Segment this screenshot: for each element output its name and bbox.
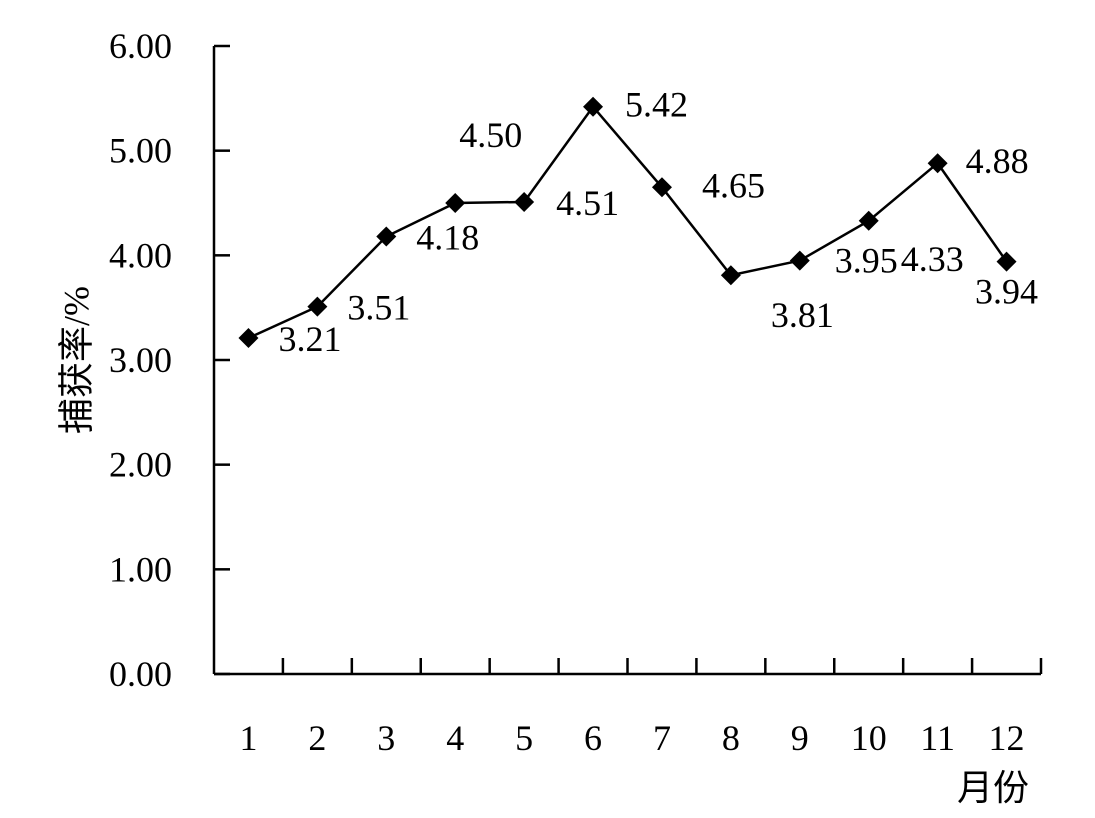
data-point-marker [858,210,879,231]
data-label: 3.51 [347,288,410,328]
data-point-marker [583,96,604,117]
data-label: 4.18 [416,217,479,257]
y-tick-label: 6.00 [109,26,172,66]
data-label: 3.94 [975,272,1038,312]
y-tick-label: 0.00 [109,654,172,694]
x-tick-label: 3 [377,718,395,758]
y-tick-label: 3.00 [109,340,172,380]
x-tick-label: 7 [653,718,671,758]
data-point-marker [651,177,672,198]
data-label: 4.65 [702,165,765,205]
y-axis-title: 捕获率/% [56,286,96,434]
data-label: 3.21 [278,319,341,359]
x-tick-label: 11 [920,718,955,758]
tick-labels: 0.001.002.003.004.005.006.001 2 3 4 5 6 7 8 9 10 1… [109,26,1025,758]
y-tick-label: 2.00 [109,445,172,485]
data-point-marker [376,226,397,247]
data-label: 3.95 [835,241,898,281]
data-label: 4.51 [556,183,619,223]
data-label: 5.42 [625,85,688,125]
data-label: 4.50 [459,115,522,155]
x-tick-label: 10 [851,718,887,758]
y-tick-label: 5.00 [109,131,172,171]
x-tick-label: 5 [515,718,533,758]
x-tick-label: 8 [722,718,740,758]
data-point-marker [996,251,1017,272]
x-tick-label: 6 [584,718,602,758]
x-tick-label: 2 [308,718,326,758]
data-point-marker [514,191,535,212]
series-line [247,104,1008,340]
x-axis-title: 月份 [957,768,1029,808]
axes [212,44,1043,676]
series-line-group [238,96,1017,349]
x-tick-label: 1 [239,718,257,758]
x-tick-label: 12 [989,718,1025,758]
data-label: 3.81 [771,295,834,335]
x-tick-label: 9 [791,718,809,758]
data-label: 4.33 [901,239,964,279]
x-tick-label: 4 [446,718,464,758]
data-label: 4.88 [966,141,1029,181]
data-point-marker [927,153,948,174]
y-tick-label: 4.00 [109,235,172,275]
data-point-marker [307,296,328,317]
y-tick-label: 1.00 [109,549,172,589]
data-point-marker [445,193,466,213]
data-point-marker [238,328,259,349]
data-point-marker [720,265,741,286]
data-point-marker [789,250,810,271]
data-labels: 3.213.514.18 4.50 4.51 5.42 4.65 3.813.95 4.33… [278,85,1038,359]
